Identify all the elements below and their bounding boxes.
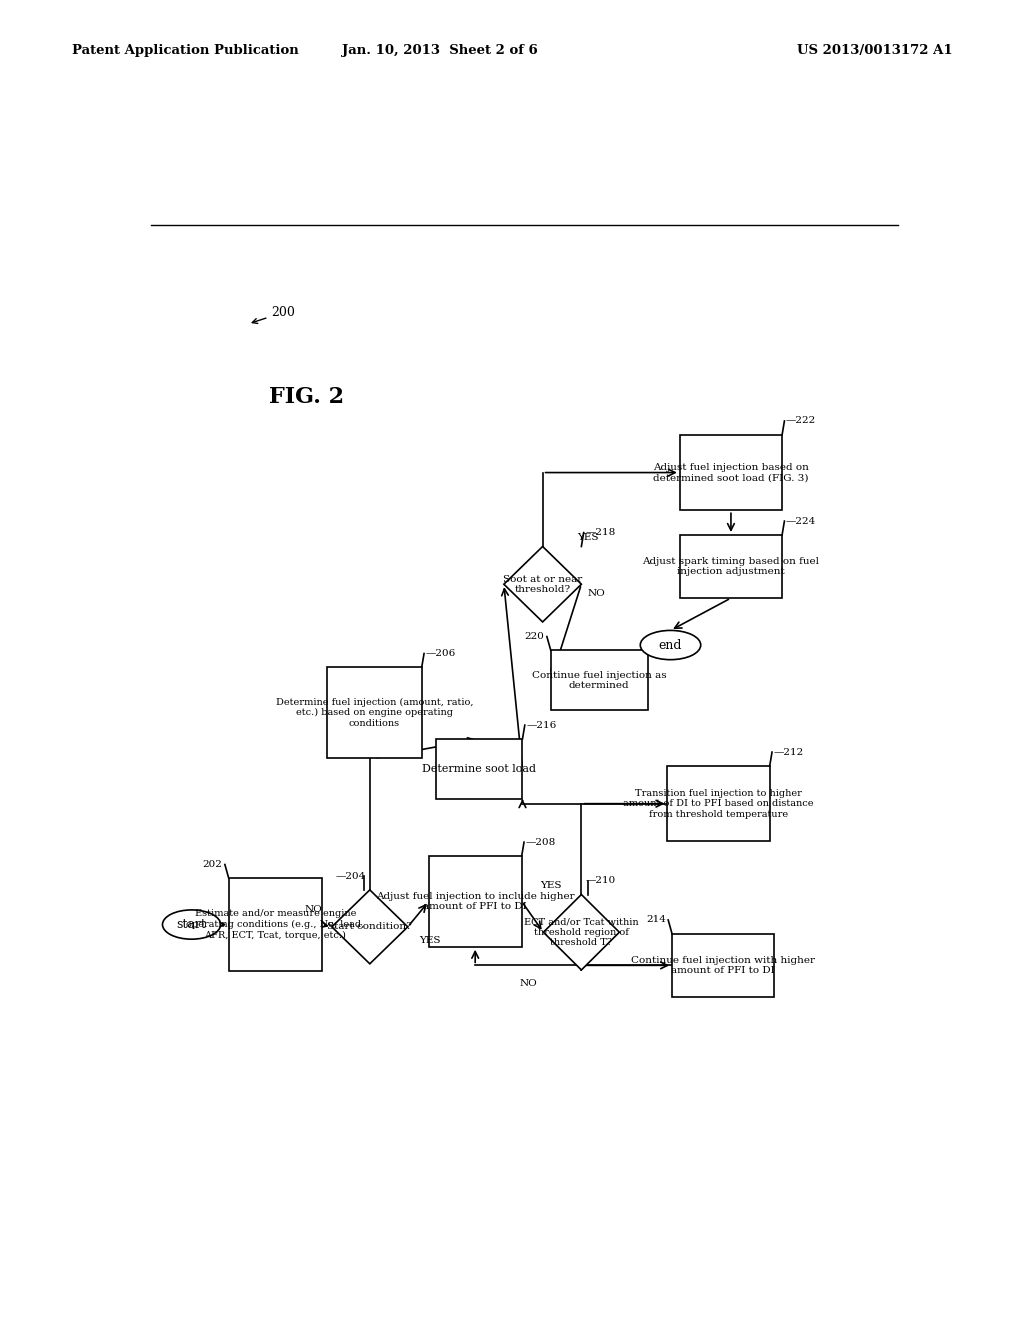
Bar xyxy=(435,739,522,799)
Text: YES: YES xyxy=(541,880,562,890)
Text: Adjust spark timing based on fuel
injection adjustment: Adjust spark timing based on fuel inject… xyxy=(642,557,819,577)
Text: 214: 214 xyxy=(646,916,666,924)
Ellipse shape xyxy=(640,631,700,660)
Text: Jan. 10, 2013  Sheet 2 of 6: Jan. 10, 2013 Sheet 2 of 6 xyxy=(342,44,539,57)
Text: FIG. 2: FIG. 2 xyxy=(268,385,344,408)
Bar xyxy=(680,434,782,511)
Text: —212: —212 xyxy=(773,747,804,756)
Text: 200: 200 xyxy=(252,306,295,323)
Polygon shape xyxy=(544,895,620,970)
Text: start: start xyxy=(176,917,207,931)
Bar xyxy=(672,933,774,997)
Bar xyxy=(668,766,770,841)
Text: —208: —208 xyxy=(525,838,556,846)
Polygon shape xyxy=(332,890,408,964)
Text: —222: —222 xyxy=(786,417,816,425)
Text: ECT and/or Tcat within
threshold region of
threshold T?: ECT and/or Tcat within threshold region … xyxy=(524,917,639,948)
Text: Determine soot load: Determine soot load xyxy=(422,764,537,774)
Text: Adjust fuel injection to include higher
amount of PFI to DI: Adjust fuel injection to include higher … xyxy=(376,892,574,911)
Text: Adjust fuel injection based on
determined soot load (FIG. 3): Adjust fuel injection based on determine… xyxy=(653,463,809,482)
Text: YES: YES xyxy=(578,533,599,541)
Text: YES: YES xyxy=(420,936,441,945)
Text: 202: 202 xyxy=(203,861,222,869)
Text: NO: NO xyxy=(588,589,605,598)
Bar xyxy=(429,855,521,946)
Text: Soot at or near
threshold?: Soot at or near threshold? xyxy=(503,574,583,594)
Text: —204: —204 xyxy=(336,871,366,880)
Text: Start condition?: Start condition? xyxy=(328,923,413,932)
Text: NO: NO xyxy=(305,906,323,915)
Text: end: end xyxy=(658,639,682,652)
Bar xyxy=(228,878,322,970)
Text: Patent Application Publication: Patent Application Publication xyxy=(72,44,298,57)
Bar xyxy=(328,668,422,758)
Text: —216: —216 xyxy=(526,721,557,730)
Text: —218: —218 xyxy=(586,528,615,537)
Text: —206: —206 xyxy=(426,649,456,657)
Text: Estimate and/or measure engine
operating conditions (e.g., Ne, load,
AFR, ECT, T: Estimate and/or measure engine operating… xyxy=(186,909,365,940)
Text: —210: —210 xyxy=(586,876,615,886)
Text: Continue fuel injection as
determined: Continue fuel injection as determined xyxy=(531,671,667,690)
Text: Determine fuel injection (amount, ratio,
etc.) based on engine operating
conditi: Determine fuel injection (amount, ratio,… xyxy=(275,698,473,727)
Ellipse shape xyxy=(163,909,220,940)
Bar xyxy=(551,651,647,710)
Text: US 2013/0013172 A1: US 2013/0013172 A1 xyxy=(797,44,952,57)
Text: Continue fuel injection with higher
amount of PFI to DI: Continue fuel injection with higher amou… xyxy=(631,956,815,975)
Text: Transition fuel injection to higher
amount of DI to PFI based on distance
from t: Transition fuel injection to higher amou… xyxy=(624,789,814,818)
Text: —224: —224 xyxy=(786,516,816,525)
Bar xyxy=(680,535,782,598)
Text: NO: NO xyxy=(519,979,538,989)
Text: 220: 220 xyxy=(524,632,545,642)
Polygon shape xyxy=(504,546,582,622)
